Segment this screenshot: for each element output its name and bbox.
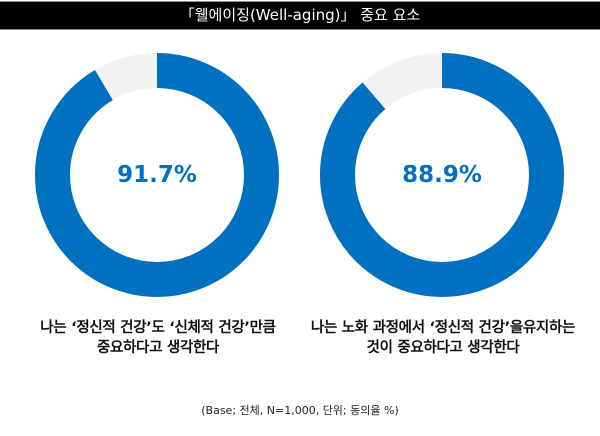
caption-line-2: 것이 중요하다고 생각한다 bbox=[366, 340, 520, 356]
chart-title: 「웰에이징(Well-aging)」 중요 요소 bbox=[0, 1, 600, 30]
donut-center-value: 91.7% bbox=[117, 162, 197, 188]
donut-ring bbox=[35, 53, 279, 297]
donut-value-segment bbox=[35, 53, 279, 297]
donut-value-segment bbox=[320, 53, 564, 297]
donut-center-value: 88.9% bbox=[402, 162, 482, 188]
donut-ring bbox=[320, 53, 564, 297]
caption-line-1: 나는 ‘정신적 건강’도 ‘신체적 건강’만큼 bbox=[40, 320, 276, 336]
caption-line-1: 나는 노화 과정에서 ‘정신적 건강’을유지하는 bbox=[310, 320, 576, 336]
footnote: (Base; 전체, N=1,000, 단위; 동의율 %) bbox=[201, 404, 399, 417]
caption-left: 나는 ‘정신적 건강’도 ‘신체적 건강’만큼 중요하다고 생각한다 bbox=[8, 318, 308, 358]
caption-right: 나는 노화 과정에서 ‘정신적 건강’을유지하는 것이 중요하다고 생각한다 bbox=[293, 318, 593, 358]
donut-chart-mental-vs-physical: 91.7% bbox=[35, 53, 279, 297]
donut-chart-mental-health-aging: 88.9% bbox=[320, 53, 564, 297]
caption-line-2: 중요하다고 생각한다 bbox=[96, 340, 220, 356]
